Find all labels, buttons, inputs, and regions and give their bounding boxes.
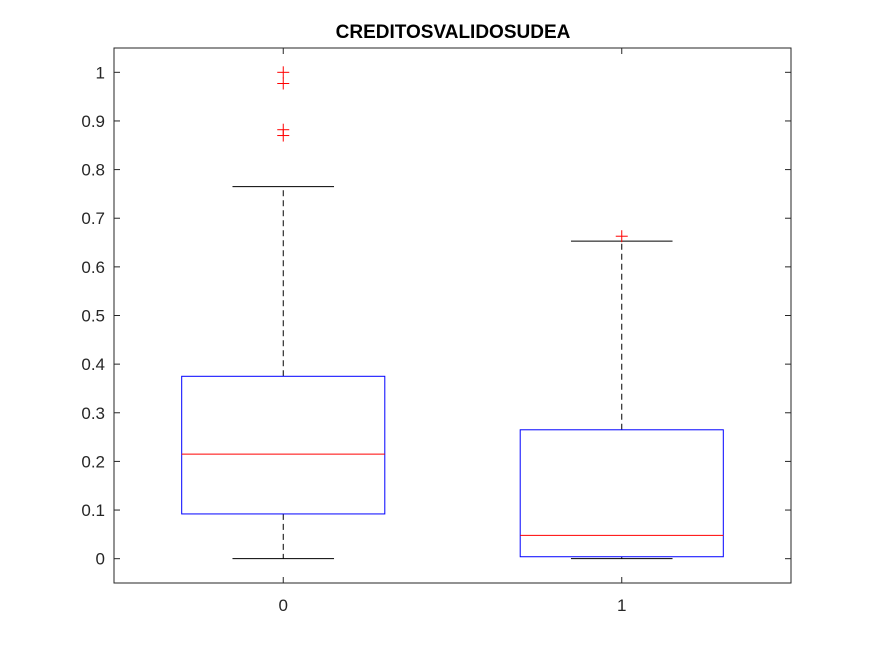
y-tick-label: 0.1 [81,501,105,520]
y-tick-label: 0.2 [81,452,105,471]
outlier-marker [277,77,290,90]
y-tick-label: 0.4 [81,355,105,374]
box-group [181,66,724,560]
y-tick-label: 0.6 [81,258,105,277]
y-tick-label: 0.8 [81,161,105,180]
outlier-marker [277,129,290,142]
outlier-marker [615,230,628,243]
y-tick-label: 0.7 [81,209,105,228]
y-tick-label: 0.3 [81,404,105,423]
iqr-box [181,375,386,515]
x-tick-label: 0 [279,596,288,615]
iqr-box [519,429,724,558]
y-tick-label: 0.5 [81,307,105,326]
x-tick-label: 1 [617,596,626,615]
y-tick-label: 0 [96,550,105,569]
y-tick-label: 1 [96,63,105,82]
axis-ticks: 0 0.1 0.2 0.3 0.4 0.5 0.6 0.7 0.8 0.9 1 0 1 [81,48,791,615]
y-tick-label: 0.9 [81,112,105,131]
chart-title: CREDITOSVALIDOSUDEA [336,22,571,43]
plot-area [113,47,792,584]
outlier-marker [277,66,290,79]
